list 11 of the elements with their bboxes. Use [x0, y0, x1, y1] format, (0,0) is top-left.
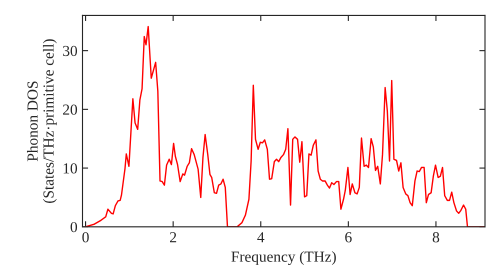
y-tick-label: 10 — [64, 163, 78, 174]
x-axis-title: Frequency (THz) — [231, 251, 336, 265]
y-axis-title: Phonon DOS (States/THz·primitive cell) — [26, 39, 57, 203]
x-tick-label: 2 — [170, 232, 176, 242]
x-tick-label: 0 — [82, 232, 89, 242]
x-tick-label: 8 — [432, 232, 440, 242]
y-tick-label: 0 — [70, 222, 78, 232]
y-tick-label: 30 — [63, 46, 78, 56]
x-tick-label: 4 — [257, 232, 264, 242]
y-tick-label: 20 — [63, 104, 78, 115]
x-tick-label: 6 — [345, 232, 352, 242]
